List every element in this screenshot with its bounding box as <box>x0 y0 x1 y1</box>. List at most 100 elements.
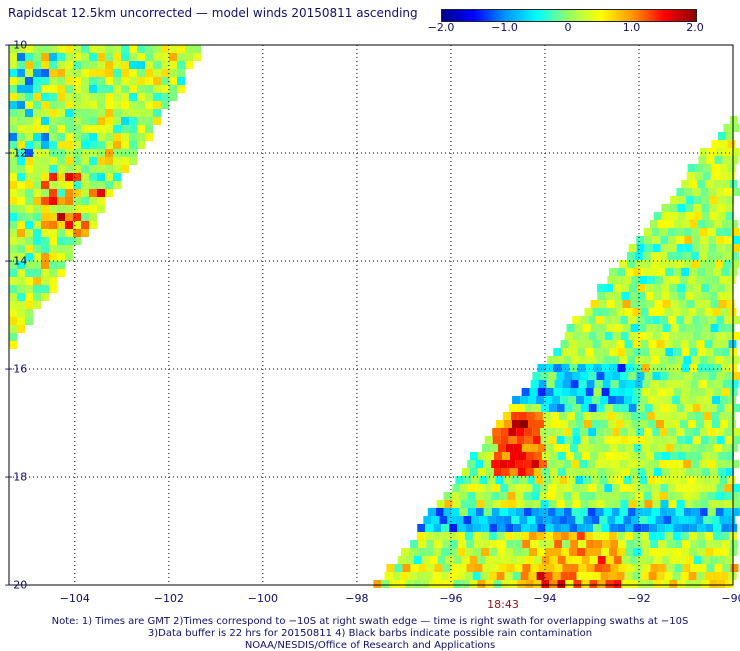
wind-diff-cell <box>500 500 509 508</box>
wind-diff-cell <box>723 460 732 468</box>
wind-diff-cell <box>65 253 73 261</box>
wind-diff-cell <box>571 508 580 516</box>
wind-diff-cell <box>621 556 630 564</box>
wind-diff-cell <box>603 460 612 468</box>
wind-diff-cell <box>597 452 606 460</box>
wind-diff-cell <box>25 301 33 309</box>
wind-diff-cell <box>674 564 683 572</box>
wind-diff-cell <box>89 221 97 229</box>
wind-diff-cell <box>609 548 618 556</box>
longitude-label: −102 <box>153 592 184 605</box>
wind-diff-cell <box>687 276 696 284</box>
wind-diff-cell <box>573 556 582 564</box>
wind-diff-cell <box>650 260 659 268</box>
wind-diff-cell <box>657 548 666 556</box>
wind-diff-cell <box>121 85 129 93</box>
wind-diff-cell <box>562 540 571 548</box>
wind-diff-cell <box>81 213 89 221</box>
wind-diff-cell <box>25 285 33 293</box>
wind-diff-cell <box>620 436 629 444</box>
wind-diff-cell <box>49 261 57 269</box>
wind-diff-cell <box>563 492 572 500</box>
wind-diff-cell <box>105 141 113 149</box>
wind-diff-cell <box>723 492 732 500</box>
wind-diff-cell <box>688 340 697 348</box>
wind-diff-cell <box>657 444 666 452</box>
wind-diff-cell <box>447 516 456 524</box>
wind-diff-cell <box>554 540 563 548</box>
wind-diff-cell <box>161 53 169 61</box>
wind-diff-cell <box>516 436 525 444</box>
wind-diff-cell <box>33 133 41 141</box>
wind-diff-cell <box>453 580 462 588</box>
wind-diff-cell <box>443 508 452 516</box>
wind-diff-cell <box>693 580 702 588</box>
wind-diff-cell <box>709 284 718 292</box>
wind-diff-cell <box>717 468 726 476</box>
wind-diff-cell <box>113 117 121 125</box>
wind-diff-cell <box>698 156 707 164</box>
wind-diff-cell <box>17 133 25 141</box>
wind-diff-cell <box>137 53 145 61</box>
wind-diff-cell <box>707 492 716 500</box>
wind-diff-cell <box>623 516 632 524</box>
wind-diff-cell <box>555 460 564 468</box>
swath-time-label: 18:43 <box>487 598 519 611</box>
wind-diff-cell <box>476 484 485 492</box>
wind-diff-cell <box>513 444 522 452</box>
wind-diff-cell <box>526 412 535 420</box>
wind-diff-cell <box>659 508 668 516</box>
wind-diff-cell <box>73 229 81 237</box>
wind-diff-cell <box>145 45 153 53</box>
latitude-label: −20 <box>4 578 28 592</box>
wind-diff-cell <box>518 412 527 420</box>
wind-diff-cell <box>496 532 505 540</box>
wind-diff-cell <box>569 548 578 556</box>
wind-diff-cell <box>81 53 89 61</box>
wind-diff-cell <box>89 157 97 165</box>
wind-diff-cell <box>720 572 729 580</box>
wind-diff-cell <box>33 301 41 309</box>
wind-diff-cell <box>690 540 699 548</box>
wind-diff-cell <box>672 308 681 316</box>
wind-diff-cell <box>57 93 65 101</box>
wind-diff-cell <box>41 229 49 237</box>
wind-diff-cell <box>689 220 698 228</box>
wind-diff-cell <box>705 444 714 452</box>
wind-diff-cell <box>683 492 692 500</box>
wind-diff-cell <box>644 332 653 340</box>
wind-diff-cell <box>499 508 508 516</box>
wind-diff-cell <box>81 165 89 173</box>
wind-diff-cell <box>628 404 637 412</box>
wind-diff-cell <box>637 292 646 300</box>
wind-diff-cell <box>425 524 434 532</box>
wind-diff-cell <box>708 316 717 324</box>
wind-diff-cell <box>673 220 682 228</box>
wind-diff-cell <box>555 356 564 364</box>
wind-diff-cell <box>17 253 25 261</box>
wind-diff-cell <box>590 300 599 308</box>
wind-diff-cell <box>572 404 581 412</box>
wind-diff-cell <box>613 468 622 476</box>
wind-diff-cell <box>724 500 733 508</box>
wind-diff-cell <box>652 244 661 252</box>
wind-diff-cell <box>405 580 414 588</box>
wind-diff-cell <box>724 436 733 444</box>
wind-diff-cell <box>701 580 710 588</box>
wind-diff-cell <box>410 540 419 548</box>
wind-diff-cell <box>700 236 709 244</box>
wind-diff-cell <box>616 532 625 540</box>
wind-diff-cell <box>501 468 510 476</box>
wind-diff-cell <box>464 532 473 540</box>
wind-diff-cell <box>121 141 129 149</box>
wind-diff-cell <box>732 500 740 508</box>
wind-diff-cell <box>113 45 121 53</box>
wind-diff-cell <box>678 412 687 420</box>
wind-diff-cell <box>575 516 584 524</box>
wind-diff-cell <box>725 204 734 212</box>
wind-diff-cell <box>702 324 711 332</box>
wind-diff-cell <box>638 300 647 308</box>
wind-diff-cell <box>537 388 546 396</box>
wind-diff-cell <box>717 452 726 460</box>
wind-diff-cell <box>716 236 725 244</box>
